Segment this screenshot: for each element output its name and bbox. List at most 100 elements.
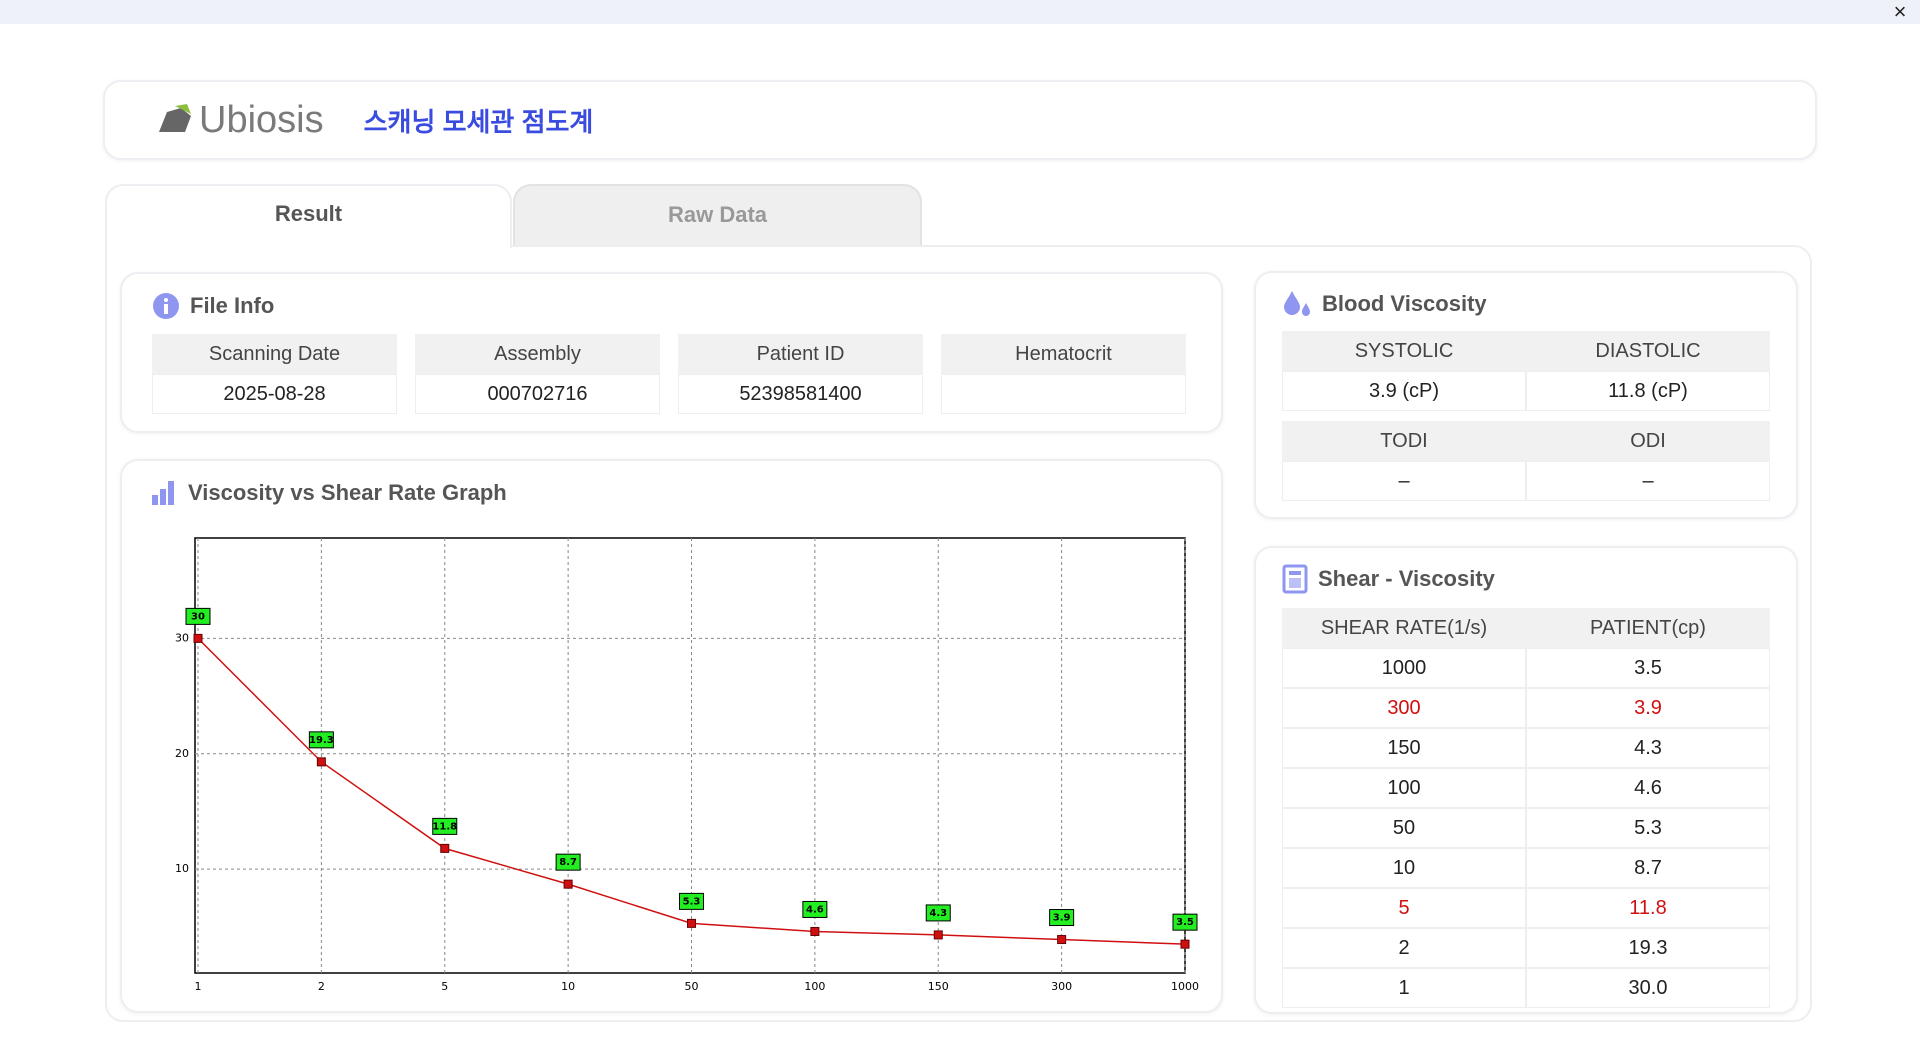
marker — [1057, 935, 1067, 945]
table-cell: 5.3 — [1526, 808, 1770, 848]
data-label-box — [432, 817, 458, 835]
field-value: 000702716 — [415, 374, 660, 414]
graph-card: Viscosity vs Shear Rate Graph 10 20 30 1 2 5 1… — [120, 459, 1223, 1013]
file-info-title: File Info — [190, 293, 275, 318]
x-tick-label: 150 — [928, 980, 949, 993]
info-icon — [153, 293, 179, 319]
x-tick-label: 2 — [318, 980, 325, 993]
marker — [316, 757, 326, 767]
bv-row: SYSTOLIC 3.9 (cP) DIASTOLIC 11.8 (cP) — [1282, 331, 1770, 411]
calc-icon — [1282, 564, 1308, 594]
bv-col: ODI – — [1526, 421, 1770, 501]
table-cell: 2 — [1282, 928, 1526, 968]
table-row: 150 4.3 — [1282, 728, 1770, 768]
column-header: SHEAR RATE(1/s) — [1282, 608, 1526, 648]
table-row: 2 19.3 — [1282, 928, 1770, 968]
bv-label: SYSTOLIC — [1282, 331, 1526, 371]
field-label: Scanning Date — [152, 334, 397, 374]
table-row: 1 30.0 — [1282, 968, 1770, 1008]
field: Hematocrit — [941, 334, 1186, 414]
table-cell: 30.0 — [1526, 968, 1770, 1008]
shear-viscosity-title: Shear - Viscosity — [1318, 566, 1495, 591]
title-bar — [0, 0, 1920, 24]
y-tick-label: 30 — [175, 631, 189, 644]
table-cell: 1 — [1282, 968, 1526, 1008]
x-tick-label: 300 — [1051, 980, 1072, 993]
chart-icon — [152, 481, 174, 505]
y-tick-label: 20 — [175, 747, 189, 760]
table-cell: 4.3 — [1526, 728, 1770, 768]
logo-icon — [159, 104, 191, 132]
table-header: SHEAR RATE(1/s) PATIENT(cp) — [1282, 608, 1770, 648]
data-label: 4.6 — [806, 904, 824, 915]
blood-viscosity-table: SYSTOLIC 3.9 (cP) DIASTOLIC 11.8 (cP) TODI – O… — [1282, 331, 1770, 501]
bv-label: TODI — [1282, 421, 1526, 461]
field: Scanning Date 2025-08-28 — [152, 334, 397, 414]
data-label: 8.7 — [559, 857, 577, 868]
drop-icon — [1284, 291, 1310, 316]
bv-value: 11.8 (cP) — [1526, 371, 1770, 411]
field-value: 2025-08-28 — [152, 374, 397, 414]
bv-value: – — [1526, 461, 1770, 501]
table-row: 1000 3.5 — [1282, 648, 1770, 688]
data-label: 30 — [191, 611, 205, 622]
column-header: PATIENT(cp) — [1526, 608, 1770, 648]
chart-title: Viscosity vs Shear Rate Graph — [188, 480, 507, 505]
chart: 10 20 30 1 2 5 10 50 100 150 300 1000 30 19.3 11.8 8.7 5… — [175, 537, 1199, 993]
table-cell: 300 — [1282, 688, 1526, 728]
file-info-card: File Info Scanning Date 2025-08-28 Assembl… — [120, 272, 1223, 433]
blood-viscosity-heading: Blood Viscosity — [1282, 289, 1770, 319]
blood-viscosity-card: Blood Viscosity SYSTOLIC 3.9 (cP) DIASTOLI… — [1254, 271, 1798, 519]
marker — [1180, 939, 1190, 949]
table-cell: 150 — [1282, 728, 1526, 768]
field: Assembly 000702716 — [415, 334, 660, 414]
table-cell: 8.7 — [1526, 848, 1770, 888]
table-row: 100 4.6 — [1282, 768, 1770, 808]
bv-value: 3.9 (cP) — [1282, 371, 1526, 411]
marker — [933, 930, 943, 940]
tab-result[interactable]: Result — [105, 184, 512, 248]
marker — [563, 879, 573, 889]
bv-value: – — [1282, 461, 1526, 501]
table-row: 10 8.7 — [1282, 848, 1770, 888]
blood-viscosity-title: Blood Viscosity — [1322, 291, 1487, 316]
table-row: 50 5.3 — [1282, 808, 1770, 848]
x-tick-label: 100 — [804, 980, 825, 993]
marker — [810, 926, 820, 936]
data-label: 5.3 — [683, 896, 701, 907]
shear-viscosity-table: SHEAR RATE(1/s) PATIENT(cp) 1000 3.5 300 3.9 1… — [1282, 608, 1770, 1008]
marker — [687, 918, 696, 928]
data-label: 4.3 — [929, 908, 947, 919]
table-cell: 50 — [1282, 808, 1526, 848]
tab-raw-data[interactable]: Raw Data — [513, 184, 922, 245]
close-button[interactable]: × — [1893, 0, 1907, 24]
logo-text: Ubiosis — [199, 98, 324, 141]
field-label: Patient ID — [678, 334, 923, 374]
shear-viscosity-heading: Shear - Viscosity — [1282, 564, 1770, 594]
logo: Ubiosis — [155, 99, 324, 142]
table-row: 5 11.8 — [1282, 888, 1770, 928]
file-info-fields: Scanning Date 2025-08-28 Assembly 000702716… — [152, 334, 1191, 414]
x-tick-label: 10 — [561, 980, 575, 993]
field: Patient ID 52398581400 — [678, 334, 923, 414]
bv-row: TODI – ODI – — [1282, 421, 1770, 501]
field-label: Assembly — [415, 334, 660, 374]
data-label: 3.9 — [1053, 913, 1071, 924]
x-tick-label: 50 — [685, 980, 699, 993]
field-value: 52398581400 — [678, 374, 923, 414]
data-label-box — [1049, 909, 1075, 927]
data-label-box — [308, 731, 334, 749]
app-title: 스캐닝 모세관 점도계 — [363, 106, 594, 137]
table-cell: 3.5 — [1526, 648, 1770, 688]
x-tick-label: 5 — [441, 980, 448, 993]
data-label-box — [802, 900, 828, 918]
bv-col: SYSTOLIC 3.9 (cP) — [1282, 331, 1526, 411]
data-label-box — [679, 892, 704, 910]
marker — [440, 843, 450, 853]
table-cell: 1000 — [1282, 648, 1526, 688]
field-label: Hematocrit — [941, 334, 1186, 374]
data-label: 19.3 — [309, 735, 334, 746]
marker — [193, 633, 203, 643]
shear-viscosity-card: Shear - Viscosity SHEAR RATE(1/s) PATIENT… — [1254, 546, 1798, 1014]
